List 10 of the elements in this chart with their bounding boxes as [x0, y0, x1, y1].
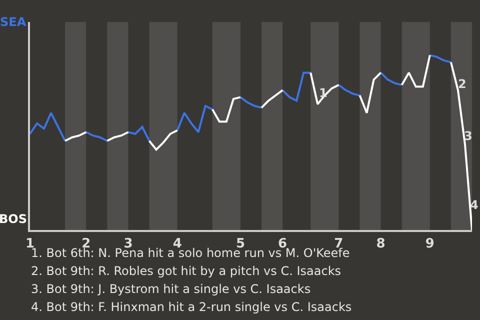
text: SEA [0, 15, 27, 29]
text: 3. Bot 9th: J. Bystrom hit a single vs C. Isaacks [31, 281, 312, 298]
x-tick-label: 6 [278, 236, 288, 252]
x-tick-label: 8 [376, 236, 386, 252]
text: BOS [0, 212, 27, 226]
text: 4. Bot 9th: F. Hinxman hit a 2-run single vs C. Isaacks [31, 299, 352, 316]
annotation: 3 [464, 129, 472, 143]
annotation: 2 [458, 77, 466, 91]
text: 2. Bot 9th: R. Robles got hit by a pitch vs C. Isaacks [31, 263, 342, 280]
x-tick-label: 9 [425, 236, 434, 252]
